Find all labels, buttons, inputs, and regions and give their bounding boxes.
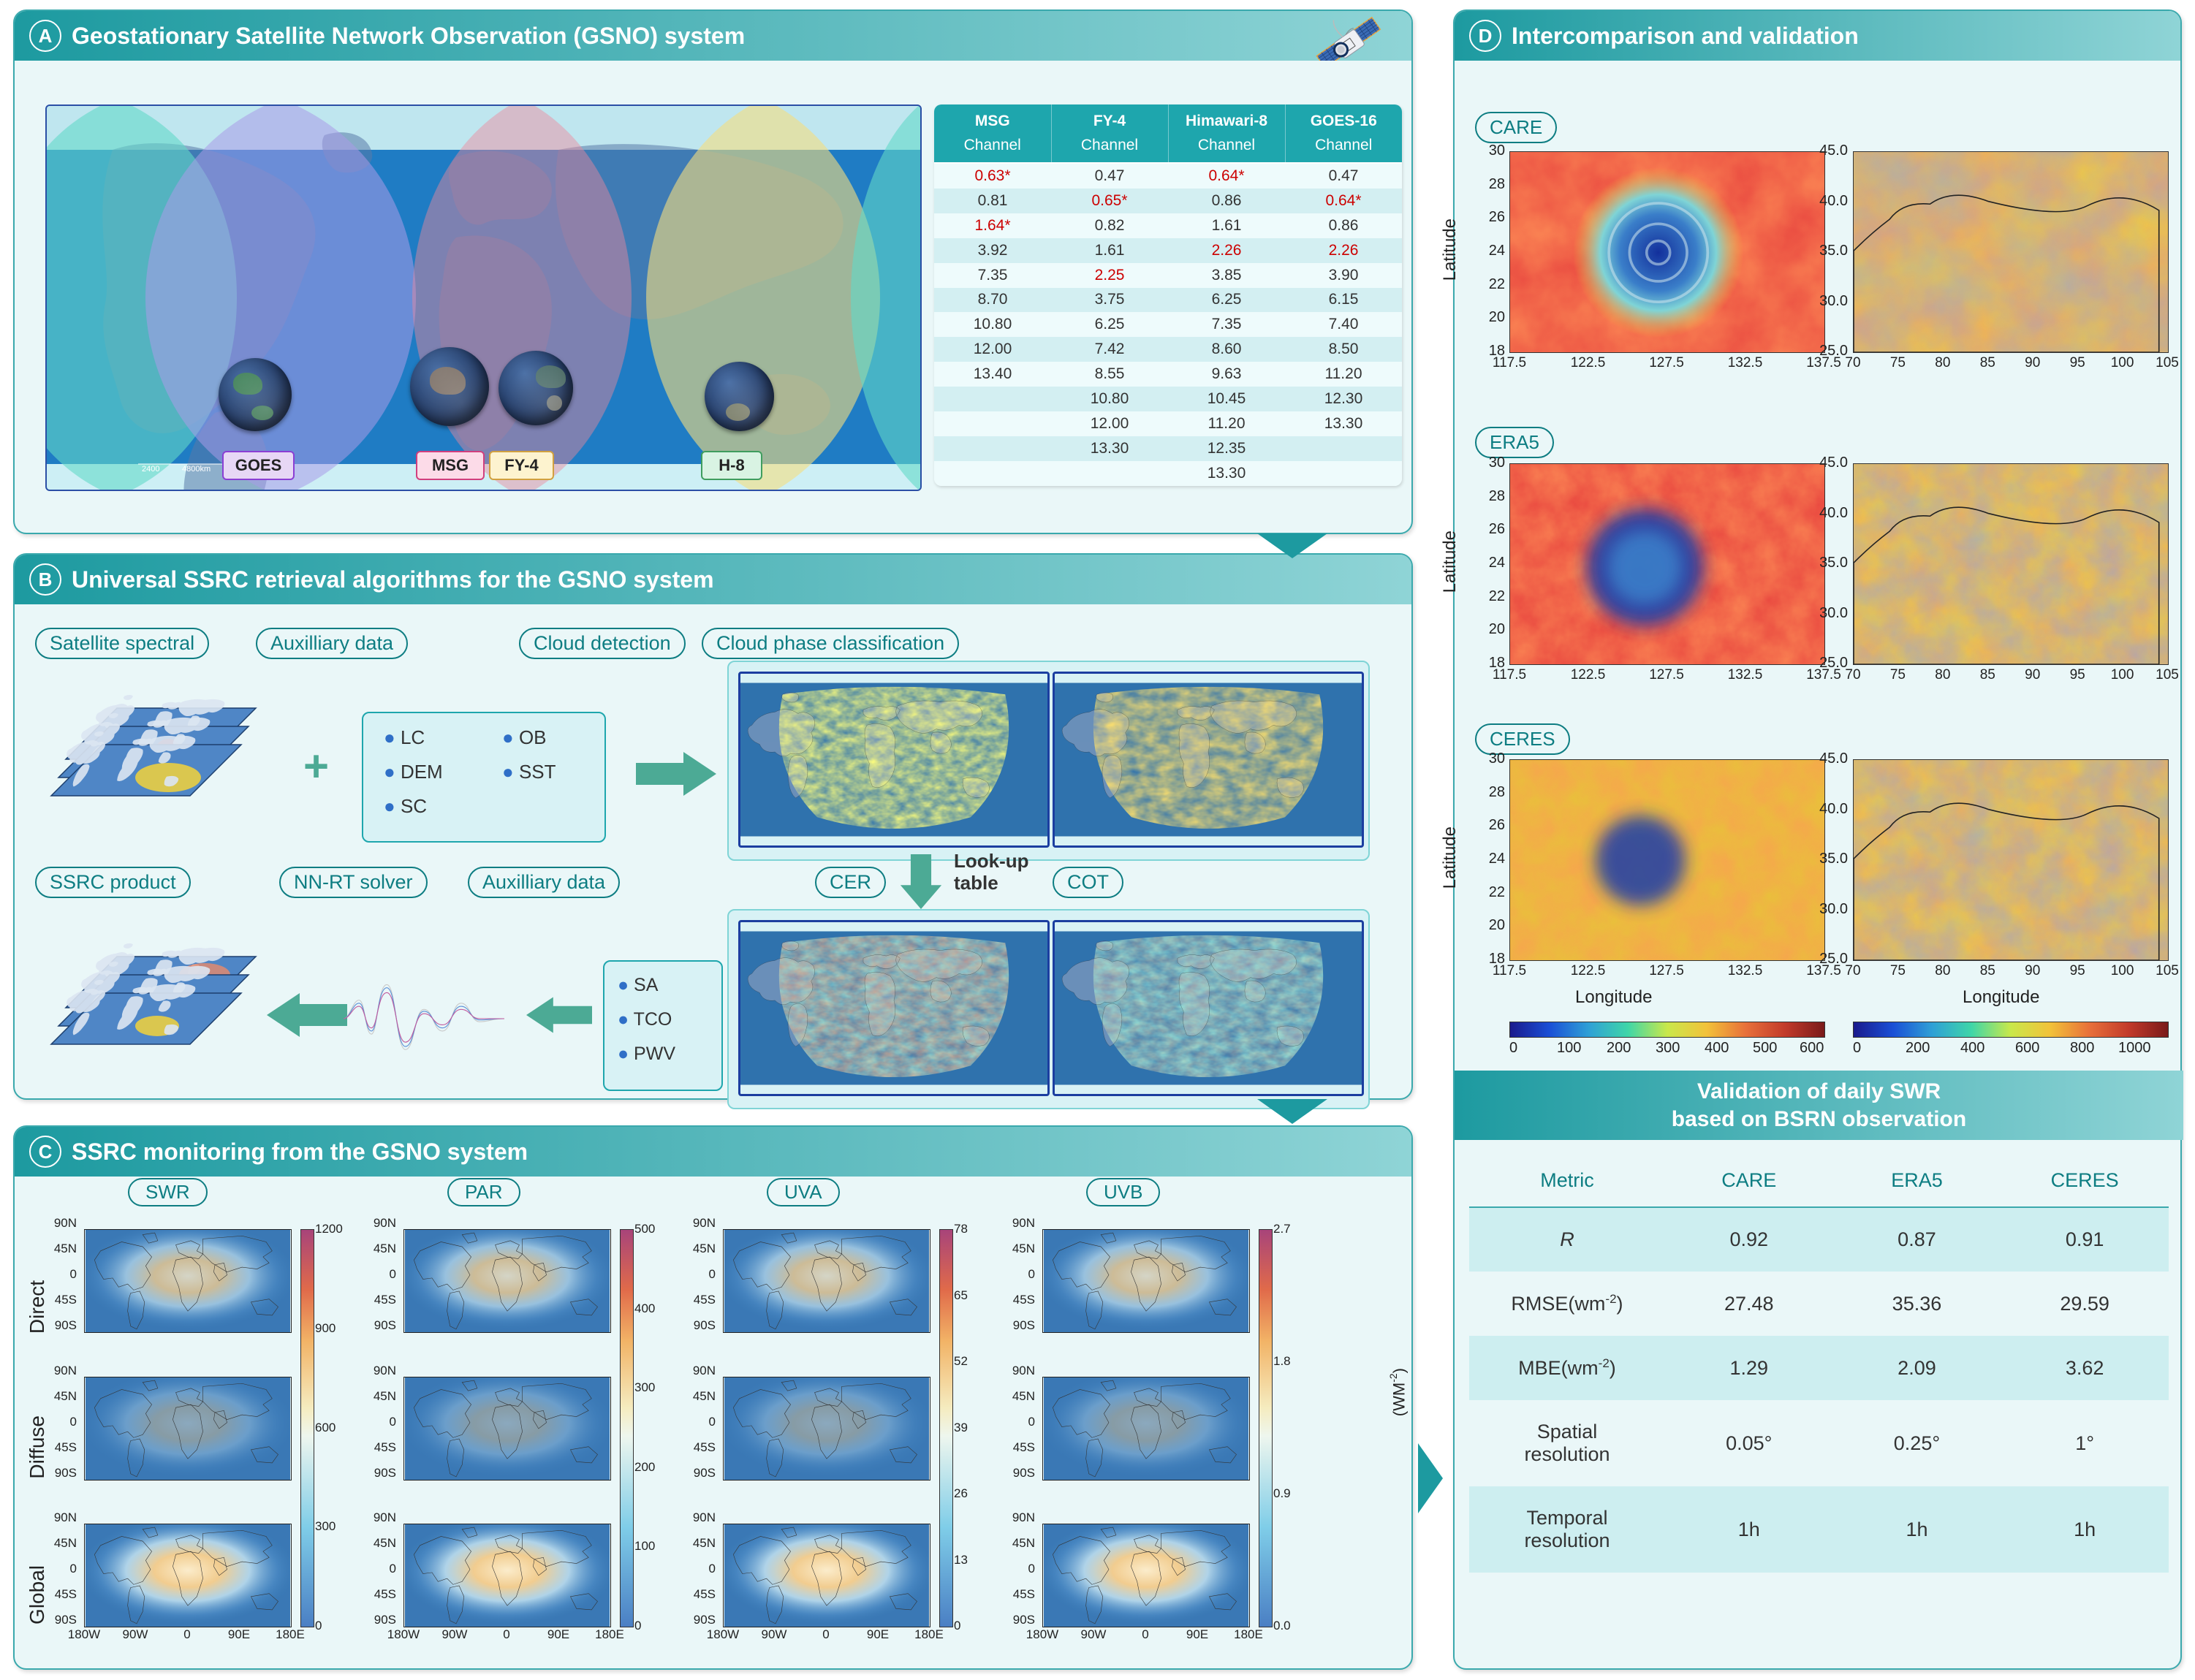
svg-text:4800km: 4800km <box>182 465 211 474</box>
svg-text:2400: 2400 <box>142 465 159 474</box>
